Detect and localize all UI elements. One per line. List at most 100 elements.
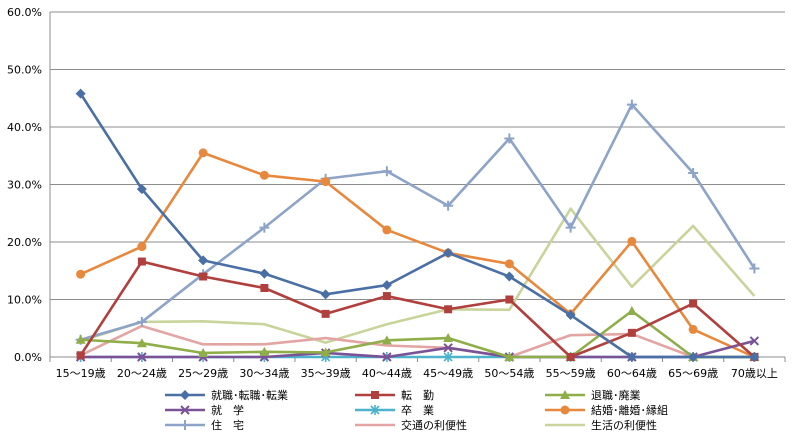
point <box>504 259 514 269</box>
legend-item: 卒 業 <box>355 403 434 417</box>
series-lines <box>75 88 760 362</box>
x-tick-label: 65～69歳 <box>668 367 718 380</box>
series-7 <box>80 324 755 359</box>
point <box>180 405 190 415</box>
y-tick-label: 10.0% <box>7 294 42 307</box>
point <box>259 268 270 279</box>
point <box>198 255 209 266</box>
point <box>688 352 699 362</box>
legend-item: 結婚･離婚･縁組 <box>545 403 668 417</box>
point <box>443 343 453 353</box>
point <box>444 305 453 314</box>
point <box>198 347 209 357</box>
point <box>689 299 698 308</box>
point <box>136 316 147 327</box>
x-tick-label: 40～44歳 <box>362 367 412 380</box>
point <box>370 405 380 415</box>
x-tick-label: 55～59歳 <box>546 367 596 380</box>
x-tick-label: 35～39歳 <box>301 367 351 380</box>
legend-label: 交通の利便性 <box>401 418 467 432</box>
legend-item: 就 学 <box>165 403 244 417</box>
x-tick-label: 15～19歳 <box>56 367 106 380</box>
series-6 <box>75 99 760 345</box>
series-0 <box>75 88 760 362</box>
point <box>137 257 146 266</box>
y-tick-label: 50.0% <box>7 64 42 77</box>
point <box>560 390 570 399</box>
point <box>320 347 331 357</box>
point <box>566 353 575 361</box>
legend-item: 退職･廃業 <box>545 388 641 402</box>
series-8 <box>80 207 756 344</box>
point <box>626 306 637 315</box>
point <box>382 352 392 362</box>
x-tick-label: 50～54歳 <box>484 367 534 380</box>
legend-item: 交通の利便性 <box>355 418 467 432</box>
point <box>381 166 392 177</box>
legend-label: 卒 業 <box>401 403 434 417</box>
legend-item: 生活の利便性 <box>545 418 657 432</box>
x-tick-label: 30～34歳 <box>239 367 289 380</box>
point <box>382 292 391 301</box>
point <box>504 133 515 144</box>
point <box>321 177 331 187</box>
point <box>198 148 208 158</box>
point <box>749 352 760 362</box>
point <box>137 352 147 362</box>
point <box>75 334 86 344</box>
point <box>321 309 330 318</box>
point <box>443 333 454 343</box>
legend-label: 退職･廃業 <box>591 388 641 402</box>
point <box>505 295 514 304</box>
legend-label: 就 学 <box>211 403 244 417</box>
legend-label: 住 宅 <box>211 418 244 432</box>
legend-label: 就職･転職･転業 <box>211 388 288 402</box>
point <box>180 420 190 430</box>
point <box>443 247 454 258</box>
point <box>75 88 86 99</box>
point <box>504 271 515 282</box>
series-line <box>80 207 756 344</box>
point <box>565 222 576 233</box>
series-line <box>80 103 756 341</box>
point <box>504 352 515 361</box>
series-line <box>79 260 756 359</box>
point <box>626 352 637 362</box>
legend-item: 住 宅 <box>165 418 244 432</box>
point <box>259 346 270 356</box>
legend-item: 転 勤 <box>355 389 434 402</box>
series-1 <box>76 257 759 361</box>
legend-label: 転 勤 <box>401 389 434 402</box>
y-tick-label: 40.0% <box>7 121 42 134</box>
point <box>382 225 392 235</box>
y-tick-label: 0.0% <box>14 351 42 364</box>
point <box>688 324 698 334</box>
point <box>443 352 453 362</box>
point <box>381 335 392 345</box>
point <box>565 310 576 321</box>
x-tick-label: 70歳以上 <box>731 367 778 380</box>
point <box>627 236 637 246</box>
point <box>76 269 86 279</box>
series-line <box>80 151 755 359</box>
axes: 0.0% 10.0% 20.0% 30.0% 40.0% 50.0% 60.0% 15～19歳… <box>7 6 786 380</box>
point <box>626 99 637 110</box>
point <box>371 391 379 399</box>
legend-label: 生活の利便性 <box>591 418 657 432</box>
legend-item: 就職･転職･転業 <box>165 388 288 402</box>
x-tick-label: 60～64歳 <box>607 367 657 380</box>
series-line <box>80 309 755 359</box>
y-tick-label: 20.0% <box>7 236 42 249</box>
point <box>320 289 331 300</box>
point <box>260 284 269 292</box>
point <box>749 336 760 346</box>
point <box>199 272 208 281</box>
series-5 <box>76 148 759 362</box>
point <box>381 280 392 291</box>
point <box>259 222 270 233</box>
point <box>137 242 147 252</box>
point <box>443 200 454 211</box>
point <box>627 328 636 337</box>
